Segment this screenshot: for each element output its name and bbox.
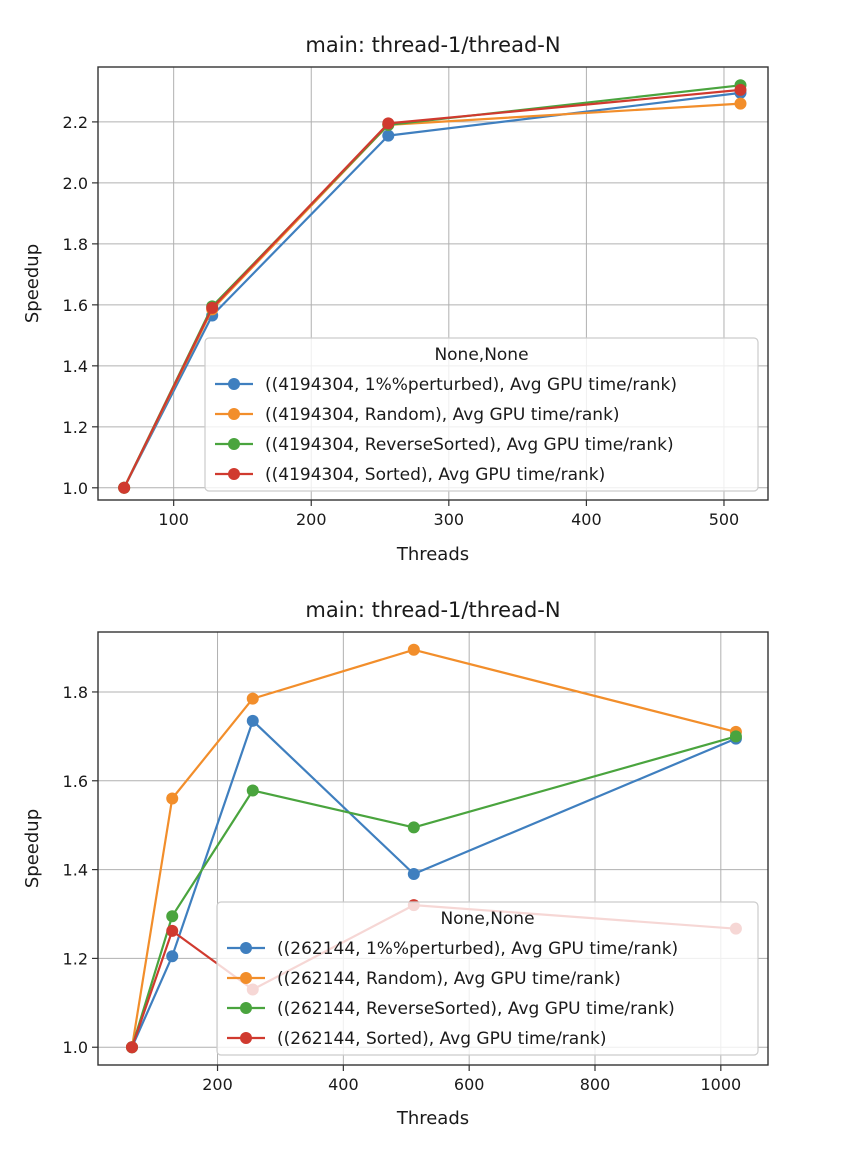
- data-point: [125, 1041, 138, 1054]
- x-axis-label: Threads: [396, 544, 469, 565]
- legend-swatch-marker: [228, 468, 240, 480]
- data-point: [382, 117, 395, 130]
- x-tick-label: 1000: [700, 1075, 741, 1094]
- x-tick-label: 100: [158, 510, 189, 529]
- data-point: [206, 301, 219, 314]
- data-point: [734, 83, 747, 96]
- x-axis-label: Threads: [396, 1108, 469, 1129]
- chart-1: 100 200 300 400 500 1.0 1.2 1.4 1.6 1.8 2.0 2.2 main…: [22, 33, 769, 565]
- legend-swatch-marker: [240, 1032, 252, 1044]
- x-tick-label: 200: [202, 1075, 233, 1094]
- legend-entry: ((4194304, 1%%perturbed), Avg GPU time/r…: [265, 375, 677, 395]
- legend-swatch-marker: [228, 438, 240, 450]
- series-line-4: [123, 88, 741, 489]
- legend-entry: ((262144, Sorted), Avg GPU time/rank): [277, 1029, 606, 1049]
- y-axis-label: Speedup: [22, 244, 43, 323]
- x-tick-label: 200: [296, 510, 327, 529]
- legend-swatch-marker: [228, 378, 240, 390]
- x-tick-label: 400: [328, 1075, 359, 1094]
- x-tick-label: 400: [571, 510, 602, 529]
- data-point: [166, 950, 179, 963]
- legend-box: [204, 337, 759, 492]
- data-point: [407, 868, 420, 881]
- y-tick-label: 1.2: [63, 418, 88, 437]
- plot-frame: [97, 66, 769, 501]
- legend-entry: ((4194304, Sorted), Avg GPU time/rank): [265, 465, 605, 485]
- legend-title: None,None: [434, 345, 528, 365]
- y-tick-label: 1.4: [63, 861, 88, 880]
- legend-entry: ((262144, ReverseSorted), Avg GPU time/r…: [277, 999, 675, 1019]
- y-tick-label: 2.2: [63, 113, 88, 132]
- x-tick-label: 500: [709, 510, 740, 529]
- data-point: [246, 692, 259, 705]
- data-point: [407, 643, 420, 656]
- legend-entry: ((262144, 1%%perturbed), Avg GPU time/ra…: [277, 939, 678, 959]
- data-point: [734, 97, 747, 110]
- data-point: [407, 821, 420, 834]
- data-point: [166, 924, 179, 937]
- chart-2: 200 400 600 800 1000 1.0 1.2 1.4 1.6 1.8 main: thr…: [22, 598, 769, 1129]
- y-tick-label: 1.6: [63, 772, 88, 791]
- legend: None,None ((262144, 1%%perturbed), Avg GP…: [216, 901, 759, 1056]
- legend-swatch-marker: [228, 408, 240, 420]
- y-axis-label: Speedup: [22, 809, 43, 888]
- y-tick-label: 1.6: [63, 296, 88, 315]
- y-tick-label: 1.8: [63, 235, 88, 254]
- chart-title: main: thread-1/thread-N: [305, 33, 560, 57]
- legend-entry: ((4194304, ReverseSorted), Avg GPU time/…: [265, 435, 674, 455]
- legend-entry: ((262144, Random), Avg GPU time/rank): [277, 969, 621, 989]
- legend-entry: ((4194304, Random), Avg GPU time/rank): [265, 405, 620, 425]
- data-point: [166, 792, 179, 805]
- data-point: [118, 481, 131, 494]
- y-tick-label: 1.0: [63, 479, 88, 498]
- legend-swatch-marker: [240, 972, 252, 984]
- data-point: [166, 910, 179, 923]
- legend-swatch-marker: [240, 1002, 252, 1014]
- legend-box: [216, 901, 759, 1056]
- legend: None,None ((4194304, 1%%perturbed), Avg G…: [204, 337, 759, 492]
- x-tick-label: 600: [454, 1075, 485, 1094]
- plot-frame: [97, 631, 769, 1066]
- chart-title: main: thread-1/thread-N: [305, 598, 560, 622]
- legend-title: None,None: [440, 909, 534, 929]
- y-tick-label: 1.4: [63, 357, 88, 376]
- data-point: [246, 714, 259, 727]
- legend-swatch-marker: [240, 942, 252, 954]
- data-point: [246, 784, 259, 797]
- y-tick-label: 1.8: [63, 683, 88, 702]
- x-tick-label: 800: [580, 1075, 611, 1094]
- y-tick-label: 1.2: [63, 949, 88, 968]
- x-tick-label: 300: [434, 510, 465, 529]
- y-tick-label: 2.0: [63, 174, 88, 193]
- y-tick-label: 1.0: [63, 1038, 88, 1057]
- data-point: [729, 730, 742, 743]
- data-point: [382, 129, 395, 142]
